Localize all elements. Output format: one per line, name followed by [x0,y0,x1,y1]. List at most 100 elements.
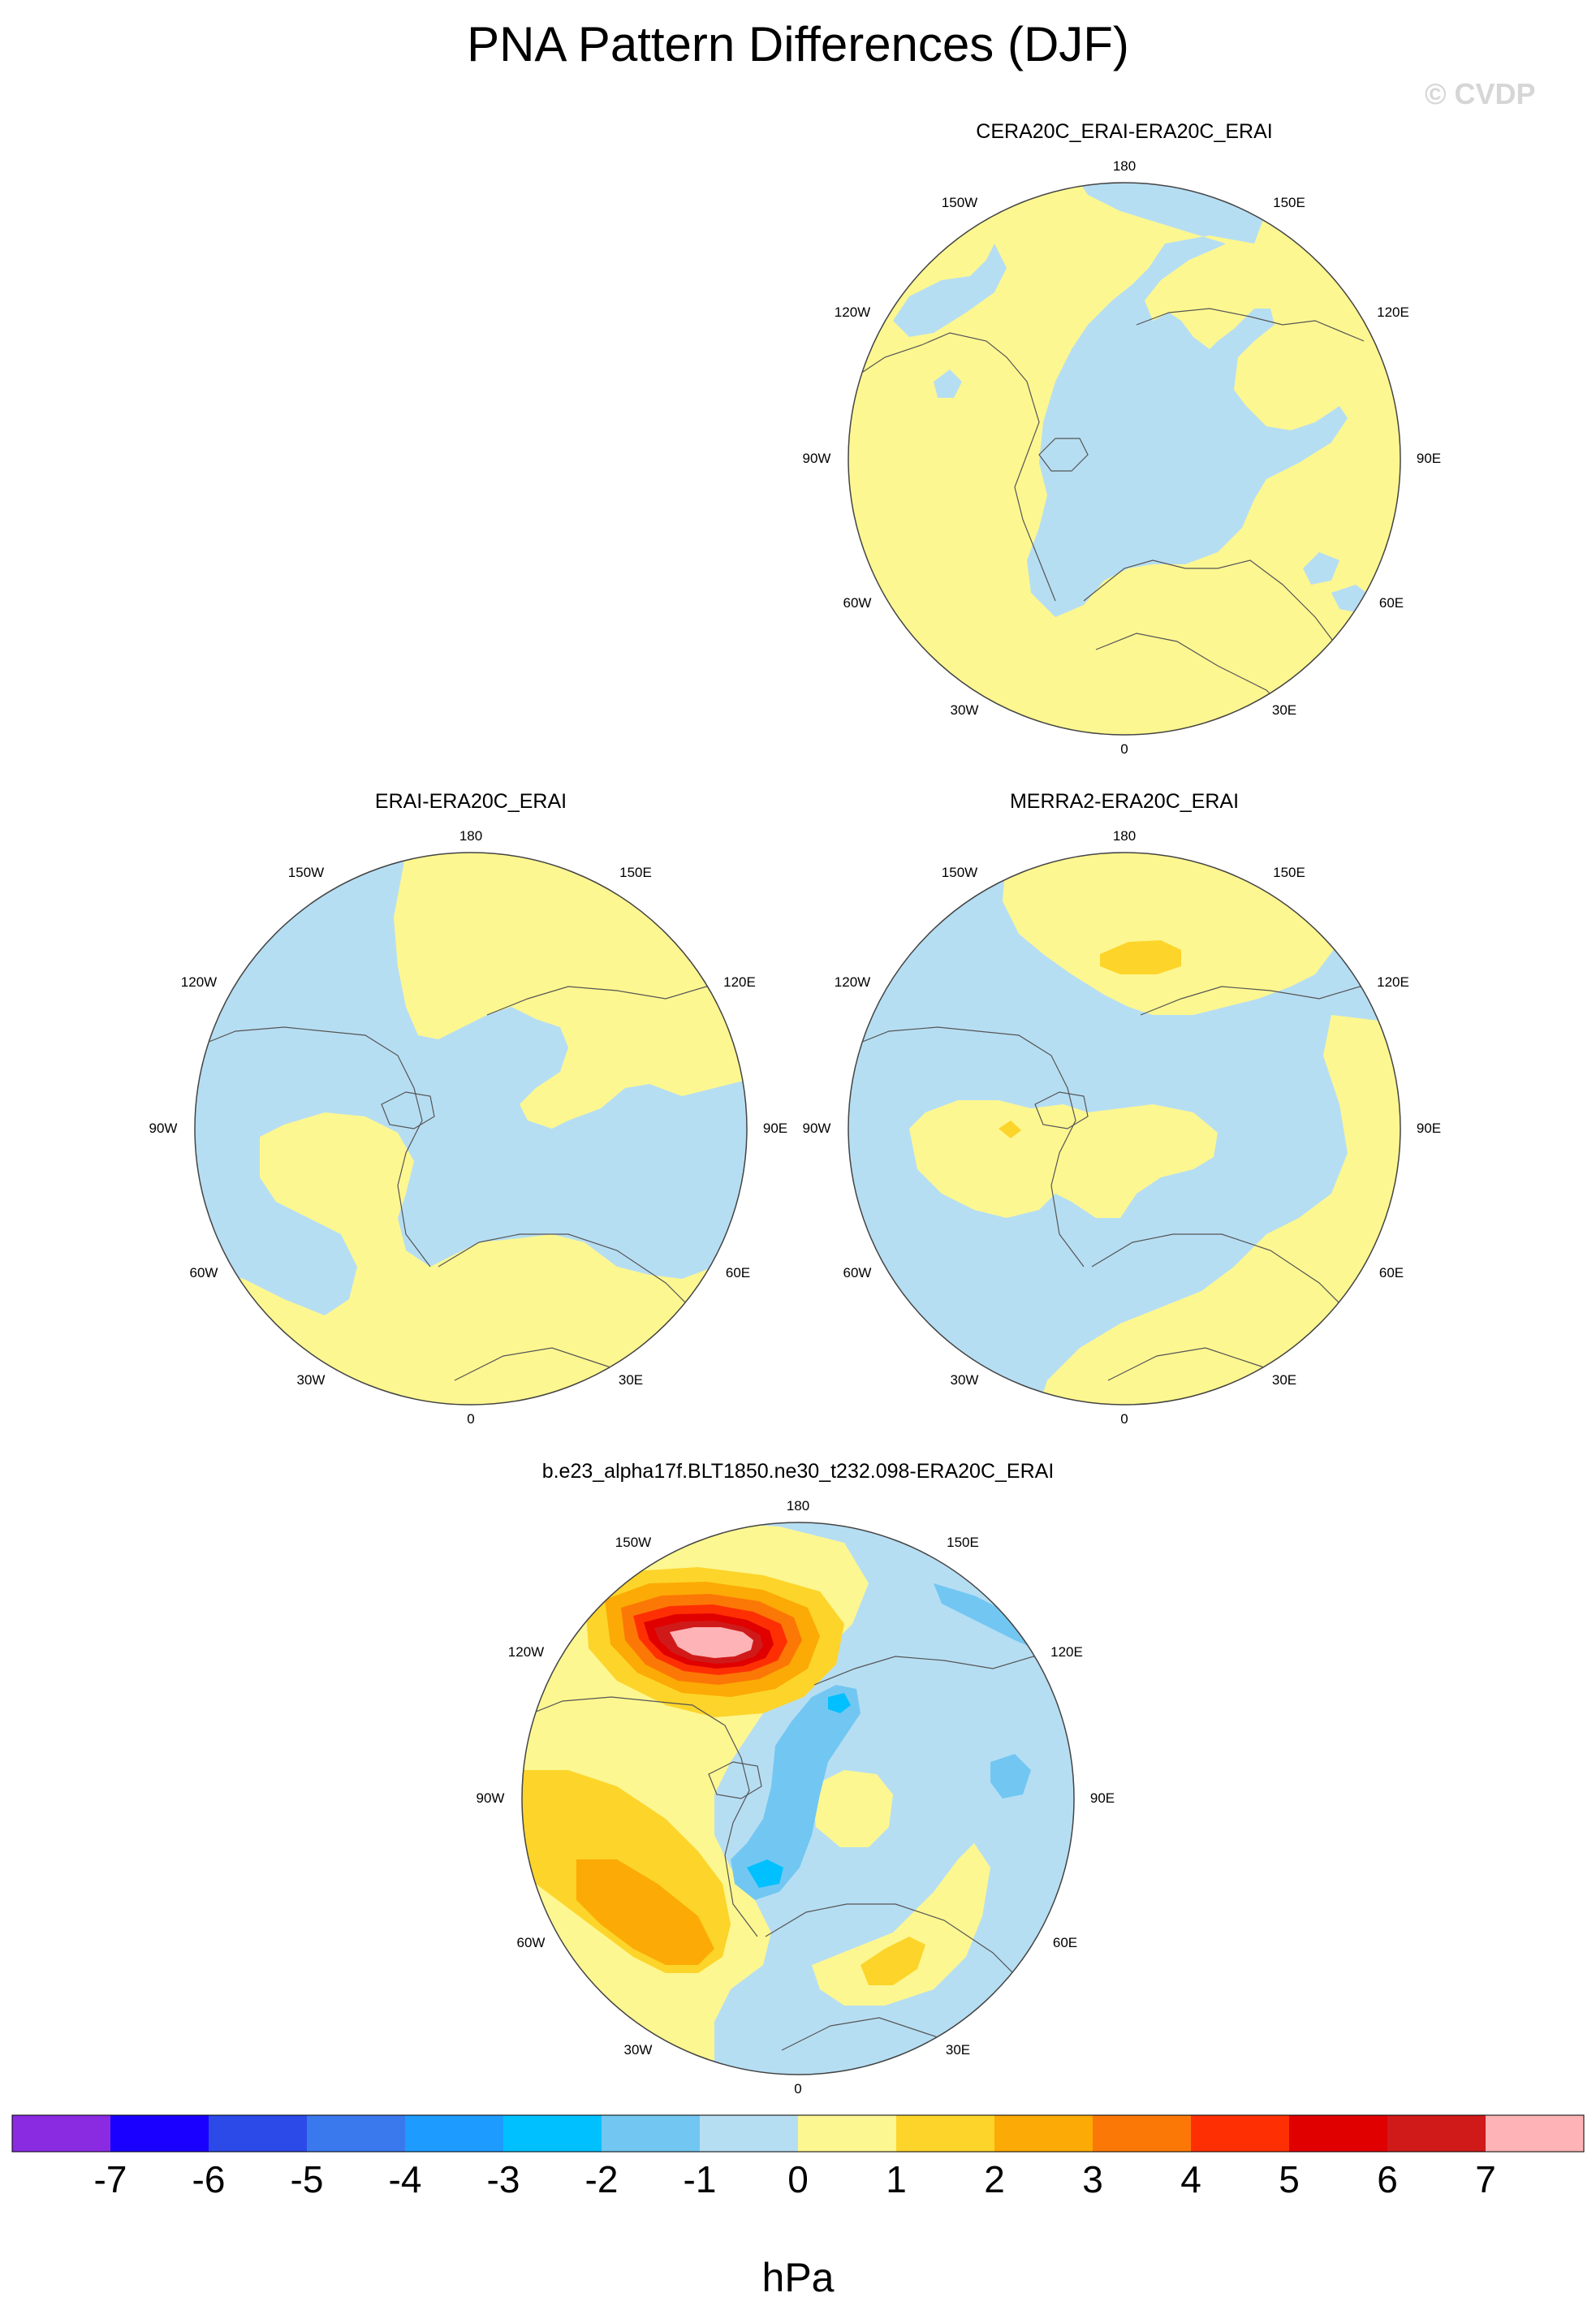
colorbar-tick-label: -7 [94,2158,127,2200]
lon-label: 120W [508,1644,544,1660]
colorbar-swatch [405,2115,504,2152]
colorbar-tick-label: -3 [487,2158,520,2200]
panel-model: b.e23_alpha17f.BLT1850.ne30_t232.098-ERA… [477,1460,1115,2097]
lon-label: 60E [726,1265,750,1280]
colorbar-tick-label: -2 [585,2158,619,2200]
lon-label: 60W [843,1265,872,1280]
panel-title: b.e23_alpha17f.BLT1850.ne30_t232.098-ERA… [542,1460,1055,1483]
lon-label: 120W [181,974,217,990]
lon-label: 30W [951,1372,979,1388]
colorbar-swatch [1191,2115,1290,2152]
lon-label: 150W [942,865,977,880]
lon-label: 120E [723,974,756,990]
colorbar-tick-label: 5 [1279,2158,1300,2200]
panel-title: CERA20C_ERAI-ERA20C_ERAI [976,120,1272,143]
longitude-labels: 180 150E 120E 90E 60E 30E 0 30W 60W 90W … [149,828,788,1427]
lon-label: 120W [835,304,870,320]
lon-label: 60E [1053,1935,1077,1950]
colorbar-swatch [602,2115,701,2152]
lon-label: 150E [1273,195,1305,210]
panel-erai-map [195,853,747,1405]
positive-region [1003,853,1348,1015]
negative-region [1027,183,1348,617]
lon-label: 150W [615,1535,651,1550]
lon-label: 30W [951,702,979,718]
negative-neg2-region [934,1583,1047,1652]
longitude-labels: 180 150E 120E 90E 60E 30E 0 30W 60W 90W … [803,828,1442,1427]
colorbar-tick-label: 7 [1475,2158,1496,2200]
panel-title: ERAI-ERA20C_ERAI [375,790,567,813]
lon-label: 30E [619,1372,643,1388]
colorbar-swatch [1093,2115,1192,2152]
positive-region [909,1100,1218,1218]
negative-neg2-region [990,1754,1031,1799]
lon-label: 0 [467,1411,474,1427]
lon-label: 180 [1113,158,1136,174]
colorbar-unit-label: hPa [762,2255,835,2300]
lon-label: 30E [1272,1372,1296,1388]
lon-label: 60W [190,1265,218,1280]
colorbar: -7 -6 -5 -4 -3 -2 -1 0 1 2 3 4 5 6 7 [11,2114,1585,2200]
colorbar-swatch [994,2115,1093,2152]
colorbar-tick-label: -4 [389,2158,422,2200]
lon-label: 60W [517,1935,546,1950]
colorbar-swatch [798,2115,897,2152]
colorbar-swatch [1486,2115,1585,2152]
colorbar-tick-label: 0 [787,2158,809,2200]
map-boundary [848,852,1401,1406]
panel-cera20c: CERA20C_ERAI-ERA20C_ERAI 180 150E 120E 9… [803,120,1442,757]
lon-label: 120W [835,974,870,990]
lon-label: 150E [619,865,652,880]
lon-label: 180 [1113,828,1136,844]
lon-label: 90W [477,1790,505,1806]
lon-label: 180 [459,828,482,844]
negative-region [893,244,1007,337]
lon-label: 120E [1377,974,1409,990]
map-boundary [194,852,748,1406]
lon-label: 90W [803,1121,831,1136]
positive-pos3-region [576,1859,714,1965]
positive-pos2-region [1100,940,1181,974]
panel-merra2-map [848,853,1400,1405]
lon-label: 150E [1273,865,1305,880]
colorbar-swatch [12,2115,111,2152]
lon-label: 90W [803,451,831,466]
lon-label: 0 [1120,741,1128,757]
colorbar-swatch [1387,2115,1486,2152]
lon-label: 150E [947,1535,979,1550]
longitude-labels: 180 150E 120E 90E 60E 30E 0 30W 60W 90W … [477,1498,1115,2097]
lon-label: 30W [297,1372,326,1388]
colorbar-swatch [1289,2115,1388,2152]
colorbar-swatch [503,2115,602,2152]
lon-label: 0 [1120,1411,1128,1427]
map-boundary [521,1522,1075,2075]
colorbar-tick-label: -6 [192,2158,226,2200]
lon-label: 30E [946,2042,970,2058]
colorbar-swatch [110,2115,209,2152]
positive-region [1039,1015,1400,1405]
negative-neg3-region [747,1859,783,1888]
lon-label: 90E [1417,451,1441,466]
colorbar-swatch [896,2115,995,2152]
panel-model-map [522,1522,1074,2075]
colorbar-tick-label: -5 [291,2158,324,2200]
longitude-labels: 180 150E 120E 90E 60E 30E 0 30W 60W 90W … [803,158,1442,757]
lon-label: 60E [1379,1265,1404,1280]
lon-label: 90E [1090,1790,1115,1806]
lon-label: 90E [763,1121,787,1136]
negative-neg3-region [828,1693,851,1713]
lon-label: 90E [1417,1121,1441,1136]
positive-pos2-region [999,1121,1021,1138]
colorbar-swatch [209,2115,308,2152]
colorbar-tick-label: 6 [1377,2158,1398,2200]
positive-pos2-region [861,1937,925,1985]
colorbar-tick-label: 1 [886,2158,907,2200]
lon-label: 120E [1377,304,1409,320]
negative-neg2-region [731,1685,861,1900]
lon-label: 150W [288,865,324,880]
negative-region [934,369,962,398]
positive-pos8-region [670,1627,753,1658]
lon-label: 90W [149,1121,178,1136]
colorbar-tick-label: 3 [1082,2158,1103,2200]
